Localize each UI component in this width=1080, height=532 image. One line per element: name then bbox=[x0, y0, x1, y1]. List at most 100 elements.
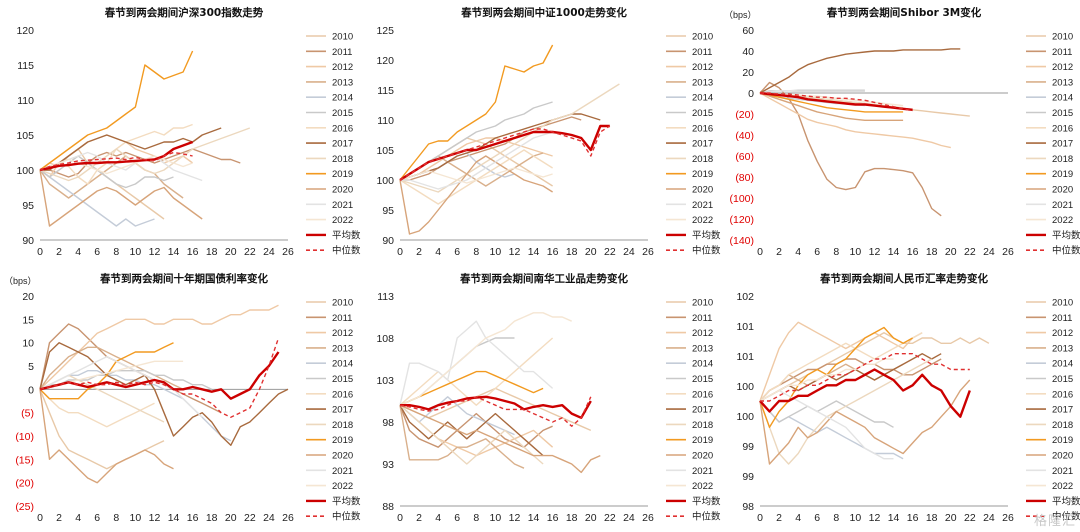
x-tick-label: 26 bbox=[642, 246, 654, 258]
x-tick-label: 14 bbox=[528, 512, 540, 524]
x-tick-label: 18 bbox=[566, 246, 578, 258]
watermark-logo: 格隆汇 bbox=[1033, 514, 1076, 529]
y-tick-label: 108 bbox=[376, 333, 394, 345]
legend-label: 2022 bbox=[1052, 215, 1073, 226]
x-tick-label: 6 bbox=[94, 246, 100, 258]
legend-label: 2016 bbox=[692, 389, 713, 400]
x-tick-label: 12 bbox=[149, 512, 161, 524]
x-tick-label: 20 bbox=[945, 512, 957, 524]
x-tick-label: 4 bbox=[75, 246, 81, 258]
legend-label: 2018 bbox=[1052, 154, 1073, 165]
x-tick-label: 14 bbox=[888, 512, 900, 524]
chart-shibor3m: 春节到两会期间Shibor 3M变化 （bps） (140) (120) (100) (8… bbox=[720, 0, 1080, 266]
x-tick-label: 26 bbox=[642, 512, 654, 524]
series-line-2010 bbox=[39, 389, 165, 470]
x-tick-label: 10 bbox=[490, 512, 502, 524]
chart-title: 春节到两会期间中证1000走势变化 bbox=[461, 6, 627, 19]
x-tick-label: 16 bbox=[907, 512, 919, 524]
x-tick-label: 2 bbox=[56, 512, 62, 524]
x-tick-label: 20 bbox=[585, 512, 597, 524]
legend-label: 2012 bbox=[692, 62, 713, 73]
x-tick-label: 16 bbox=[907, 246, 919, 258]
series-line-平均数 bbox=[759, 368, 971, 418]
x-tick-label: 24 bbox=[983, 246, 995, 258]
series-line-2013 bbox=[399, 405, 525, 469]
x-tick-label: 16 bbox=[547, 246, 559, 258]
legend-label: 2012 bbox=[692, 328, 713, 339]
y-tick-label: 95 bbox=[382, 205, 394, 217]
series-line-2020 bbox=[39, 169, 203, 227]
y-tick-label: 101 bbox=[736, 351, 754, 363]
series-line-2012 bbox=[759, 92, 951, 149]
legend-label: 2014 bbox=[692, 359, 713, 370]
legend-label: 中位数 bbox=[1052, 511, 1080, 523]
series-line-2011 bbox=[759, 358, 942, 402]
legend-label: 2018 bbox=[692, 420, 713, 431]
legend-label: 2013 bbox=[1052, 343, 1073, 354]
series-line-2018 bbox=[39, 127, 251, 182]
legend-label: 2015 bbox=[1052, 108, 1073, 119]
y-tick-label: (60) bbox=[735, 151, 754, 163]
y-tick-label: 100 bbox=[736, 381, 754, 393]
chart-title: 春节到两会期间Shibor 3M变化 bbox=[827, 6, 982, 19]
unit-label: （bps） bbox=[724, 10, 757, 20]
x-tick-label: 2 bbox=[776, 512, 782, 524]
y-tick-label: 101 bbox=[736, 321, 754, 333]
y-tick-label: 115 bbox=[17, 60, 34, 72]
series-line-平均数 bbox=[39, 140, 194, 172]
legend-label: 2020 bbox=[1052, 185, 1073, 196]
legend-label: 2021 bbox=[1052, 200, 1073, 211]
legend-label: 2021 bbox=[692, 200, 713, 211]
legend-label: 2012 bbox=[332, 62, 353, 73]
x-tick-label: 2 bbox=[416, 246, 422, 258]
y-tick-label: 0 bbox=[748, 88, 754, 100]
legend-label: 2015 bbox=[332, 374, 353, 385]
x-tick-label: 10 bbox=[130, 246, 142, 258]
legend-label: 2021 bbox=[1052, 466, 1073, 477]
series-line-2014 bbox=[39, 169, 155, 227]
legend-label: 2022 bbox=[692, 481, 713, 492]
legend-label: 2014 bbox=[332, 359, 353, 370]
chart-title: 春节到两会期间南华工业品走势变化 bbox=[460, 272, 628, 285]
legend-label: 2020 bbox=[332, 451, 353, 462]
legend-label: 2019 bbox=[332, 435, 353, 446]
y-tick-label: (5) bbox=[21, 408, 34, 420]
x-tick-label: 22 bbox=[964, 512, 976, 524]
series-line-2019 bbox=[399, 44, 554, 181]
series-line-中位数 bbox=[39, 151, 193, 171]
y-tick-label: 99 bbox=[742, 471, 754, 483]
legend-label: 中位数 bbox=[692, 511, 721, 523]
legend-label: 2022 bbox=[332, 215, 353, 226]
legend-label: 2020 bbox=[332, 185, 353, 196]
legend-label: 平均数 bbox=[332, 229, 361, 241]
series-line-平均数 bbox=[400, 395, 592, 420]
y-tick-label: (40) bbox=[735, 130, 754, 142]
legend-label: 中位数 bbox=[332, 511, 361, 523]
series-line-2012 bbox=[399, 137, 553, 181]
y-tick-label: 110 bbox=[377, 115, 394, 127]
x-tick-label: 20 bbox=[585, 246, 597, 258]
series-line-2017 bbox=[39, 341, 289, 447]
legend-label: 2014 bbox=[1052, 359, 1073, 370]
series-line-2015 bbox=[39, 155, 174, 189]
x-tick-label: 6 bbox=[814, 246, 820, 258]
legend-label: 2010 bbox=[332, 298, 353, 309]
series-line-2020 bbox=[399, 155, 553, 235]
x-tick-label: 8 bbox=[113, 512, 119, 524]
x-tick-label: 4 bbox=[435, 512, 441, 524]
y-tick-label: 98 bbox=[742, 501, 754, 513]
x-tick-label: 8 bbox=[473, 246, 479, 258]
x-tick-label: 12 bbox=[509, 512, 521, 524]
legend-label: 2013 bbox=[332, 77, 353, 88]
legend-label: 2016 bbox=[332, 123, 353, 134]
y-tick-label: 105 bbox=[376, 145, 394, 157]
series-line-2020 bbox=[759, 92, 904, 122]
x-tick-label: 2 bbox=[416, 512, 422, 524]
series-line-2019 bbox=[39, 342, 174, 400]
legend-label: 2010 bbox=[692, 32, 713, 43]
x-tick-label: 22 bbox=[604, 512, 616, 524]
chart-title: 春节到两会期间十年期国债利率变化 bbox=[100, 272, 268, 285]
x-tick-label: 14 bbox=[528, 246, 540, 258]
